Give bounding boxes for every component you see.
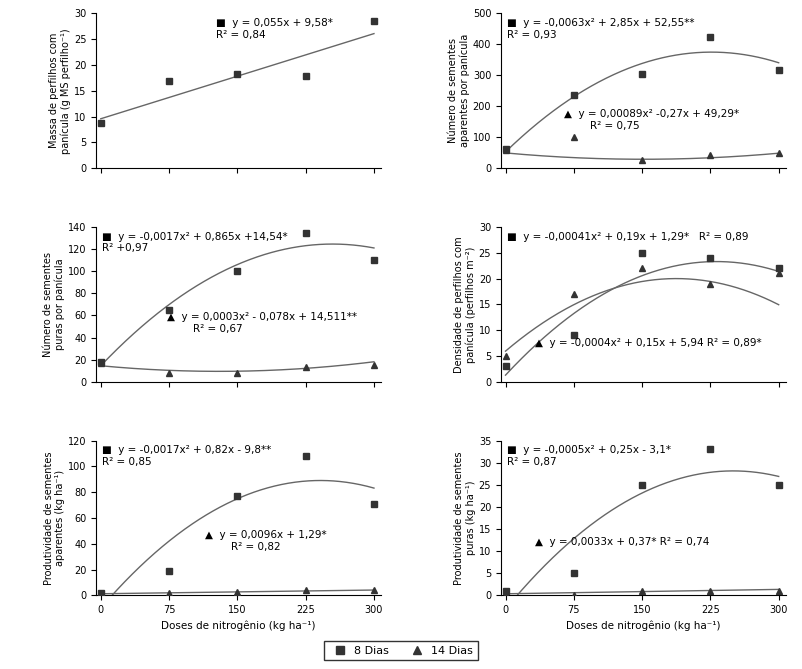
Y-axis label: Massa de perfilhos com
panícula (g MS perfilho⁻¹): Massa de perfilhos com panícula (g MS pe…: [49, 28, 71, 154]
Text: ▲  y = 0,0003x² - 0,078x + 14,511**
        R² = 0,67: ▲ y = 0,0003x² - 0,078x + 14,511** R² = …: [168, 312, 358, 334]
X-axis label: Doses de nitrogênio (kg ha⁻¹): Doses de nitrogênio (kg ha⁻¹): [566, 621, 721, 631]
Text: ■  y = -0,00041x² + 0,19x + 1,29*   R² = 0,89: ■ y = -0,00041x² + 0,19x + 1,29* R² = 0,…: [507, 231, 748, 242]
Y-axis label: Produtividade de sementes
puras (kg ha⁻¹): Produtividade de sementes puras (kg ha⁻¹…: [455, 452, 476, 585]
Text: ■  y = -0,0005x² + 0,25x - 3,1*
R² = 0,87: ■ y = -0,0005x² + 0,25x - 3,1* R² = 0,87: [507, 446, 670, 467]
Text: ▲  y = 0,0033x + 0,37* R² = 0,74: ▲ y = 0,0033x + 0,37* R² = 0,74: [535, 537, 710, 547]
Text: ■  y = 0,055x + 9,58*
R² = 0,84: ■ y = 0,055x + 9,58* R² = 0,84: [216, 18, 333, 39]
Y-axis label: Número de sementes
aparentes por panícula: Número de sementes aparentes por panícul…: [448, 34, 470, 147]
Text: ■  y = -0,0017x² + 0,82x - 9,8**
R² = 0,85: ■ y = -0,0017x² + 0,82x - 9,8** R² = 0,8…: [102, 446, 271, 467]
Text: ▲  y = 0,00089x² -0,27x + 49,29*
        R² = 0,75: ▲ y = 0,00089x² -0,27x + 49,29* R² = 0,7…: [564, 109, 739, 131]
Legend: 8 Dias, 14 Dias: 8 Dias, 14 Dias: [324, 641, 478, 660]
Text: ■  y = -0,0017x² + 0,865x +14,54*
R² +0,97: ■ y = -0,0017x² + 0,865x +14,54* R² +0,9…: [102, 231, 288, 254]
Text: ■  y = -0,0063x² + 2,85x + 52,55**
R² = 0,93: ■ y = -0,0063x² + 2,85x + 52,55** R² = 0…: [507, 18, 695, 39]
Text: ▲  y = -0,0004x² + 0,15x + 5,94 R² = 0,89*: ▲ y = -0,0004x² + 0,15x + 5,94 R² = 0,89…: [535, 339, 762, 349]
Y-axis label: Produtividade de sementes
aparentes (kg ha⁻¹): Produtividade de sementes aparentes (kg …: [43, 452, 65, 585]
Text: ▲  y = 0,0096x + 1,29*
        R² = 0,82: ▲ y = 0,0096x + 1,29* R² = 0,82: [205, 531, 326, 552]
X-axis label: Doses de nitrogênio (kg ha⁻¹): Doses de nitrogênio (kg ha⁻¹): [161, 621, 316, 631]
Y-axis label: Densidade de perfilhos com
panícula (perfilhos m⁻²): Densidade de perfilhos com panícula (per…: [454, 236, 476, 373]
Y-axis label: Número de sementes
puras por panícula: Número de sementes puras por panícula: [43, 252, 65, 357]
